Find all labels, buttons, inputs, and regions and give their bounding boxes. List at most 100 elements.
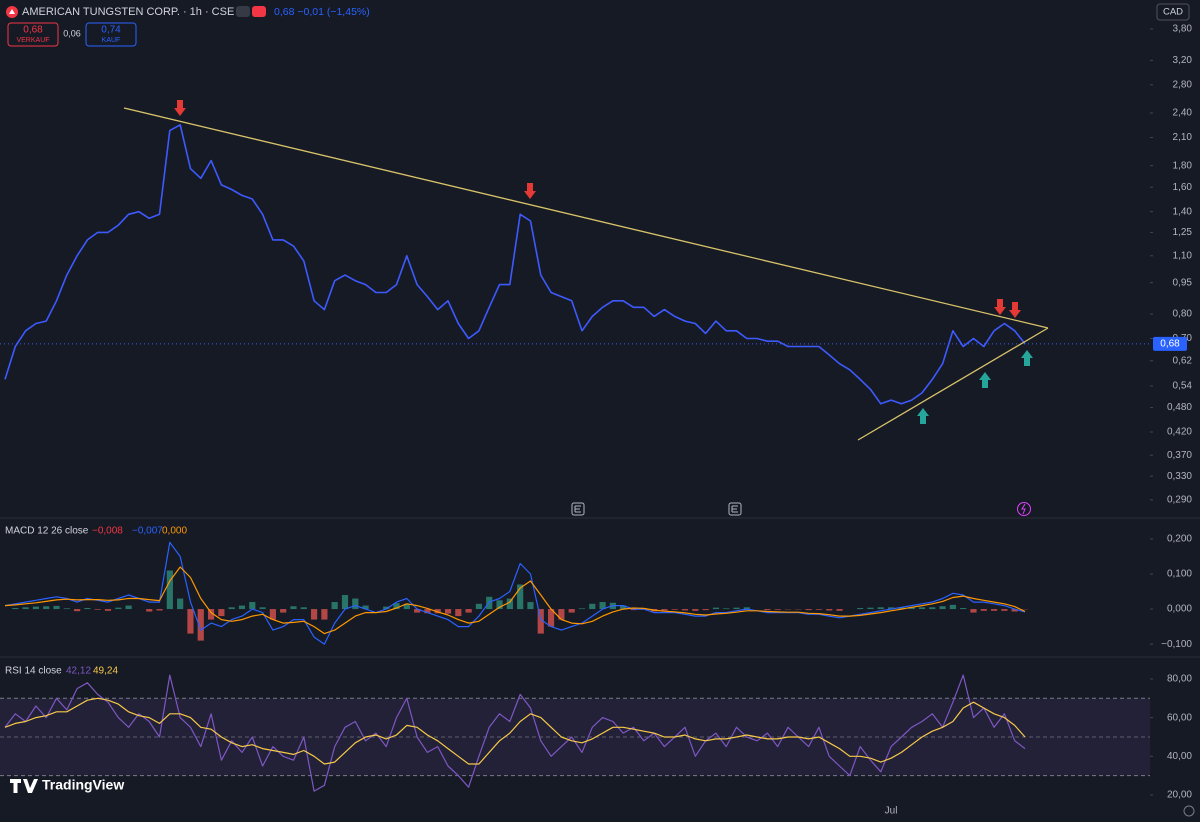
- y-tick-label: 3,80: [1173, 24, 1193, 35]
- histogram-bar: [269, 609, 276, 620]
- histogram-bar: [815, 609, 823, 610]
- earnings-glyph: [731, 505, 738, 513]
- y-tick-label: 0,330: [1167, 471, 1192, 482]
- histogram-bar: [877, 607, 884, 610]
- toggle-icon[interactable]: [236, 6, 250, 17]
- histogram-bar: [444, 609, 452, 614]
- histogram-bar: [599, 602, 606, 610]
- histogram-bar: [980, 609, 987, 611]
- y-tick-label: 0,370: [1167, 450, 1192, 461]
- histogram-bar: [403, 603, 410, 610]
- brand-name: TradingView: [42, 777, 124, 793]
- histogram-bar: [434, 609, 441, 614]
- histogram-bar: [826, 609, 833, 611]
- histogram-bar: [383, 606, 390, 610]
- histogram-bar: [939, 606, 946, 610]
- y-tick-label: 0,000: [1167, 604, 1192, 615]
- y-tick-label: 1,25: [1173, 227, 1193, 238]
- y-tick-label: 0,290: [1167, 494, 1192, 505]
- histogram-bar: [578, 608, 586, 610]
- histogram-bar: [589, 603, 596, 610]
- earnings-marker[interactable]: [571, 502, 585, 516]
- histogram-bar: [280, 609, 287, 613]
- macd-legend-value: 0,000: [162, 526, 187, 537]
- last-price-box: [1153, 336, 1187, 351]
- sell-price: 0,68: [23, 25, 43, 36]
- histogram-bar: [207, 609, 215, 620]
- histogram-bar: [187, 609, 194, 634]
- histogram-bar: [94, 609, 101, 610]
- macd-legend-value: −0,008: [92, 526, 123, 537]
- histogram-bar: [723, 608, 730, 610]
- sell-label: VERKAUF: [16, 37, 49, 44]
- trend-line: [123, 107, 1049, 329]
- buy-button[interactable]: [85, 22, 137, 47]
- y-tick-label: 0,54: [1173, 381, 1193, 392]
- toggle-icon[interactable]: [252, 6, 266, 17]
- histogram-bar: [249, 602, 256, 610]
- histogram-bar: [568, 609, 575, 613]
- event-marker[interactable]: [1017, 502, 1031, 516]
- histogram-bar: [836, 609, 843, 611]
- histogram-bar: [228, 607, 235, 610]
- y-tick-label: −0,100: [1161, 639, 1192, 650]
- spread: 0,06: [63, 28, 81, 38]
- y-tick-label: 80,00: [1167, 674, 1192, 685]
- sell-button[interactable]: [7, 22, 59, 47]
- histogram-bar: [887, 607, 895, 610]
- histogram-bar: [908, 607, 915, 610]
- histogram-bar: [43, 606, 50, 610]
- histogram-bar: [197, 609, 204, 641]
- plot-area: 3,80 3,20 2,80 2,40 2,10 1,80 1,60 1,40 1,25 1,10…: [0, 24, 1192, 817]
- histogram-bar: [414, 609, 421, 613]
- histogram-bar: [166, 570, 173, 610]
- histogram-bar: [517, 584, 524, 610]
- histogram-bar: [177, 598, 184, 610]
- histogram-bar: [259, 607, 266, 610]
- histogram-bar: [661, 609, 668, 611]
- histogram-bar: [702, 609, 709, 611]
- symbol-title: AMERICAN TUNGSTEN CORP. · 1h · CSE: [22, 6, 234, 18]
- histogram-bar: [22, 607, 29, 610]
- price-change: 0,68 −0,01 (−1,45%): [274, 6, 370, 18]
- histogram-bar: [32, 606, 39, 610]
- currency: CAD: [1163, 7, 1183, 18]
- rsi-legend-value: 49,24: [93, 666, 118, 677]
- settings-icon[interactable]: [1183, 805, 1195, 817]
- macd-legend-value: −0,007: [132, 526, 163, 537]
- histogram-bar: [125, 605, 132, 610]
- y-tick-label: 0,80: [1173, 309, 1193, 320]
- y-tick-label: 1,40: [1173, 206, 1193, 217]
- histogram-bar: [558, 609, 565, 620]
- earnings-marker[interactable]: [728, 502, 742, 516]
- histogram-bar: [506, 598, 513, 610]
- buy-label: KAUF: [102, 37, 121, 44]
- y-tick-label: 0,100: [1167, 569, 1192, 580]
- macd-title: MACD 12 26 close: [5, 526, 89, 537]
- histogram-bar: [311, 609, 318, 620]
- y-tick-label: 1,60: [1173, 182, 1193, 193]
- histogram-bar: [496, 600, 503, 610]
- histogram-bar: [12, 608, 19, 610]
- histogram-bar: [1011, 609, 1018, 612]
- histogram-bar: [63, 608, 70, 610]
- y-tick-label: 0,200: [1167, 534, 1192, 545]
- y-tick-label: 2,80: [1173, 79, 1193, 90]
- rsi-title: RSI 14 close: [5, 666, 62, 677]
- histogram-bar: [362, 605, 369, 610]
- series-line: [4, 566, 1026, 635]
- histogram-bar: [764, 609, 771, 611]
- histogram-bar: [300, 607, 307, 610]
- histogram-bar: [743, 607, 750, 610]
- currency-button[interactable]: [1156, 3, 1190, 21]
- y-tick-label: 60,00: [1167, 712, 1192, 723]
- histogram-bar: [970, 609, 977, 613]
- y-tick-label: 2,10: [1173, 132, 1193, 143]
- histogram-bar: [949, 604, 956, 610]
- histogram-bar: [867, 607, 874, 610]
- y-tick-label: 0,480: [1167, 402, 1192, 413]
- y-tick-label: 1,80: [1173, 160, 1193, 171]
- y-tick-label: 2,40: [1173, 108, 1193, 119]
